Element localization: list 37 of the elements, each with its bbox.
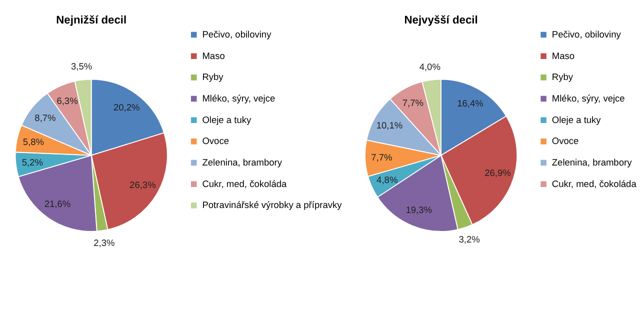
legend-label: Ryby [552,72,574,82]
chart-title: Nejnižší decil [56,14,127,27]
chart-title: Nejvyšší decil [404,14,478,27]
data-label: 26,9% [484,168,511,178]
legend-label: Ryby [202,72,224,82]
data-label: 19,3% [406,205,432,216]
legend-label: Zelenina, brambory [202,158,282,168]
data-label: 26,3% [130,180,156,190]
legend-label: Ovoce [202,136,229,146]
data-label: 3,5% [71,62,92,72]
legend-label: Cukr, med, čokoláda [552,178,638,189]
data-label: 7,7% [371,152,392,162]
data-label: 6,3% [56,96,78,106]
legend-label: Potravinářské výrobky a přípravky [202,200,342,210]
legend-label: Pečivo, obiloviny [202,30,272,40]
legend-label: Maso [552,50,575,61]
legend-label: Mléko, sýry, vejce [202,94,276,104]
legend-label: Oleje a tuky [202,114,252,125]
data-label: 5,2% [22,157,43,168]
legend-label: Ovoce [552,136,579,146]
data-label: 3,2% [458,234,480,245]
legend-label: Cukr, med, čokoláda [202,178,288,189]
data-label: 4,8% [376,174,398,185]
legend-label: Pečivo, obiloviny [552,30,622,40]
data-label: 16,4% [457,98,484,108]
data-label: 20,2% [113,102,140,112]
data-label: 5,8% [22,136,44,147]
legend-label: Mléko, sýry, vejce [552,94,625,104]
data-label: 8,7% [34,112,56,123]
data-label: 4,0% [419,62,440,72]
legend-label: Maso [202,50,225,61]
data-label: 21,6% [44,198,71,209]
data-label: 7,7% [402,98,424,108]
data-label: 2,3% [94,238,115,248]
legend-label: Zelenina, brambory [552,158,632,168]
legend-label: Oleje a tuky [552,114,602,125]
data-label: 10,1% [376,120,403,131]
